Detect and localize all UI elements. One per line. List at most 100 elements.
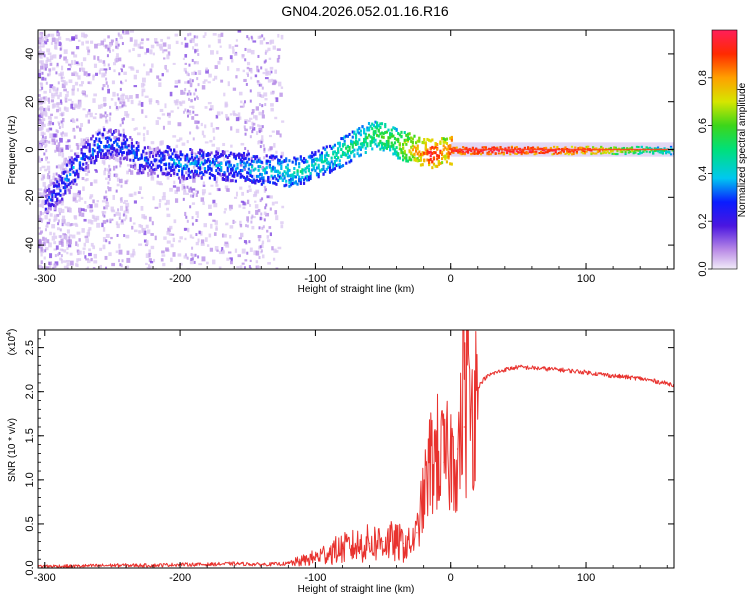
ridge-pixel: [285, 159, 288, 163]
noise-dot: [97, 104, 101, 110]
ridge-pixel: [291, 182, 294, 186]
ridge-pixel: [210, 161, 213, 165]
snr-point: [463, 426, 465, 428]
noise-dot: [216, 111, 221, 116]
noise-dot: [61, 76, 65, 79]
ridge-pixel: [302, 168, 306, 172]
ridge-pixel: [83, 154, 86, 158]
noise-streak-dot: [121, 104, 124, 108]
noise-dot: [43, 237, 47, 243]
ridge-pixel: [384, 122, 387, 126]
noise-dot: [145, 71, 150, 76]
noise-dot: [41, 64, 45, 70]
noise-dot: [65, 94, 69, 97]
ridge-pixel: [392, 152, 395, 156]
noise-dot: [223, 210, 226, 214]
ridge-pixel: [488, 150, 491, 153]
noise-dot: [38, 199, 41, 203]
ridge-pixel: [226, 175, 229, 179]
noise-dot: [124, 111, 128, 117]
ridge-pixel: [406, 139, 410, 143]
noise-dot: [263, 92, 268, 97]
ridge-pixel: [132, 151, 135, 155]
ridge-pixel: [642, 150, 645, 153]
ridge-pixel: [583, 150, 587, 153]
noise-dot: [112, 49, 115, 52]
noise-dot: [257, 91, 261, 97]
noise-dot: [57, 121, 60, 124]
ridge-pixel: [358, 131, 361, 135]
noise-dot: [168, 115, 171, 119]
ridge-pixel: [427, 160, 431, 164]
noise-dot: [61, 152, 65, 158]
noise-dot: [59, 257, 63, 261]
ridge-pixel: [220, 162, 223, 166]
ridge-pixel: [527, 152, 530, 155]
noise-dot: [205, 69, 209, 74]
ridge-pixel: [109, 128, 112, 132]
noise-dot: [49, 116, 52, 120]
ridge-pixel: [190, 169, 194, 173]
ridge-pixel: [432, 156, 436, 160]
snr-point: [477, 386, 479, 388]
snr-x-tick-label: -200: [169, 572, 191, 584]
noise-dot: [40, 177, 45, 181]
ridge-pixel: [418, 154, 421, 158]
ridge-pixel: [62, 186, 65, 190]
noise-streak-dot: [191, 246, 194, 250]
ridge-pixel: [257, 158, 260, 162]
noise-dot: [189, 234, 193, 239]
noise-dot: [64, 206, 68, 209]
ridge-pixel: [82, 154, 85, 158]
snr-point: [368, 542, 371, 544]
ridge-pixel: [510, 150, 514, 153]
noise-dot: [252, 174, 256, 180]
noise-dot: [257, 82, 261, 85]
ridge-pixel: [364, 151, 367, 155]
noise-streak-dot: [43, 152, 46, 156]
ridge-pixel: [332, 145, 335, 149]
noise-dot: [44, 215, 48, 220]
noise-dot: [66, 241, 70, 247]
snr-point: [483, 377, 486, 380]
ridge-pixel: [348, 154, 351, 158]
ridge-pixel: [393, 127, 397, 131]
noise-dot: [262, 71, 266, 75]
ridge-pixel: [481, 151, 484, 154]
ridge-pixel: [236, 173, 239, 177]
ridge-pixel: [270, 154, 273, 158]
ridge-pixel: [341, 150, 345, 154]
noise-streak-dot: [244, 127, 247, 131]
ridge-pixel: [169, 155, 173, 159]
ridge-pixel: [242, 154, 246, 158]
ridge-pixel: [572, 153, 575, 156]
noise-streak-dot: [192, 192, 195, 196]
ridge-pixel: [372, 140, 375, 144]
noise-dot: [87, 259, 91, 264]
ridge-pixel: [351, 135, 354, 139]
ridge-pixel: [515, 152, 518, 155]
ridge-pixel: [88, 143, 91, 147]
noise-streak-dot: [194, 48, 197, 52]
noise-dot: [196, 172, 200, 176]
ridge-pixel: [234, 169, 237, 173]
ridge-pixel: [481, 149, 484, 152]
noise-dot: [109, 43, 112, 47]
ridge-pixel: [371, 140, 374, 144]
noise-dot: [266, 229, 269, 233]
ridge-pixel: [257, 179, 260, 183]
noise-dot: [82, 250, 85, 255]
ridge-pixel: [346, 151, 349, 155]
ridge-pixel: [88, 156, 91, 160]
ridge-pixel: [212, 173, 215, 177]
ridge-pixel: [155, 167, 158, 171]
ridge-pixel: [137, 141, 140, 145]
ridge-pixel: [101, 149, 104, 153]
ridge-pixel: [595, 147, 598, 150]
noise-dot: [151, 221, 154, 226]
ridge-pixel: [327, 154, 330, 158]
noise-dot: [242, 201, 246, 206]
noise-dot: [115, 211, 120, 216]
noise-dot: [52, 103, 57, 108]
ridge-pixel: [413, 145, 416, 149]
